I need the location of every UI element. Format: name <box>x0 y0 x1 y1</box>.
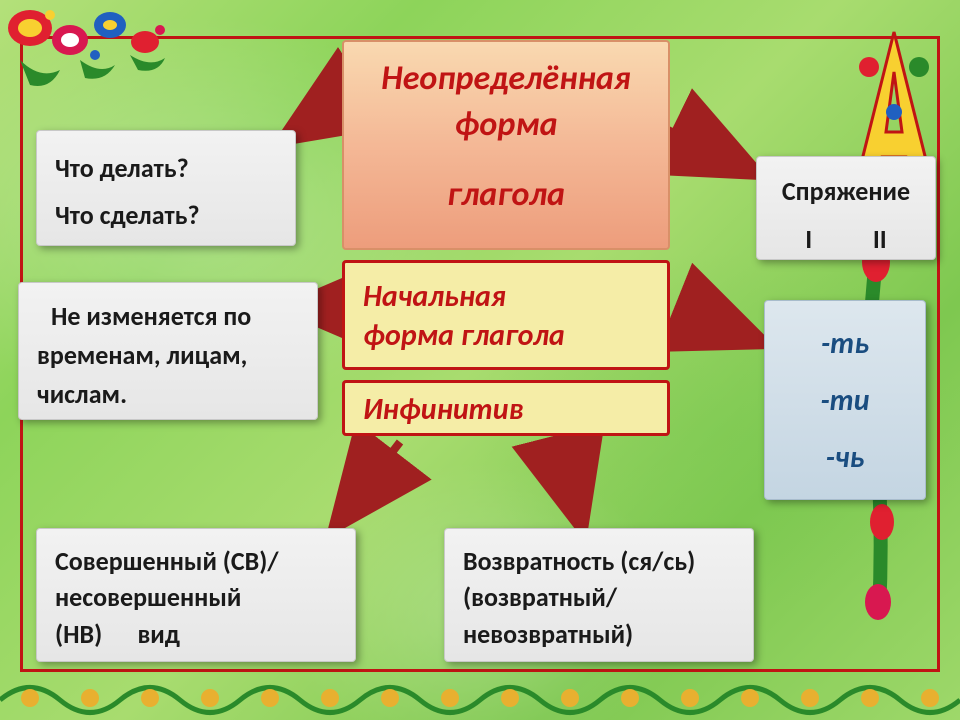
endings-box: -ть -ти -чь <box>764 300 926 500</box>
question-line: Что делать? <box>55 145 277 192</box>
invariable-box: Не изменяется по временам, лицам, числам… <box>18 282 318 420</box>
reflexive-line: (возвратный/ <box>463 579 735 615</box>
center-mid-box: Начальная форма глагола <box>342 260 670 370</box>
aspect-line: несовершенный <box>55 579 337 615</box>
ending-line: -ть <box>783 315 907 372</box>
conjugation-col: I <box>805 219 812 261</box>
ending-line: -ти <box>783 372 907 429</box>
title-line: глагола <box>362 172 650 218</box>
conjugation-box: Спряжение I II <box>756 156 936 260</box>
mid-line: Начальная <box>363 277 649 316</box>
aspect-line: (НВ) вид <box>55 616 337 652</box>
reflexive-line: невозвратный) <box>463 616 735 652</box>
bot-text: Инфинитив <box>363 391 523 428</box>
conjugation-col: II <box>873 219 887 261</box>
questions-box: Что делать? Что сделать? <box>36 130 296 246</box>
center-bot-box: Инфинитив <box>342 380 670 436</box>
title-line: форма <box>362 102 650 148</box>
mid-line: форма глагола <box>363 316 649 355</box>
title-line: Неопределённая <box>362 56 650 102</box>
ending-line: -чь <box>783 429 907 486</box>
conjugation-title: Спряжение <box>775 171 917 213</box>
invariable-text: Не изменяется по временам, лицам, числам… <box>37 300 251 410</box>
aspect-box: Совершенный (СВ)/ несовершенный (НВ) вид <box>36 528 356 662</box>
question-line: Что сделать? <box>55 192 277 239</box>
reflexive-box: Возвратность (ся/сь) (возвратный/ невозв… <box>444 528 754 662</box>
reflexive-line: Возвратность (ся/сь) <box>463 543 735 579</box>
center-title-box: Неопределённая форма глагола <box>342 40 670 250</box>
aspect-line: Совершенный (СВ)/ <box>55 543 337 579</box>
